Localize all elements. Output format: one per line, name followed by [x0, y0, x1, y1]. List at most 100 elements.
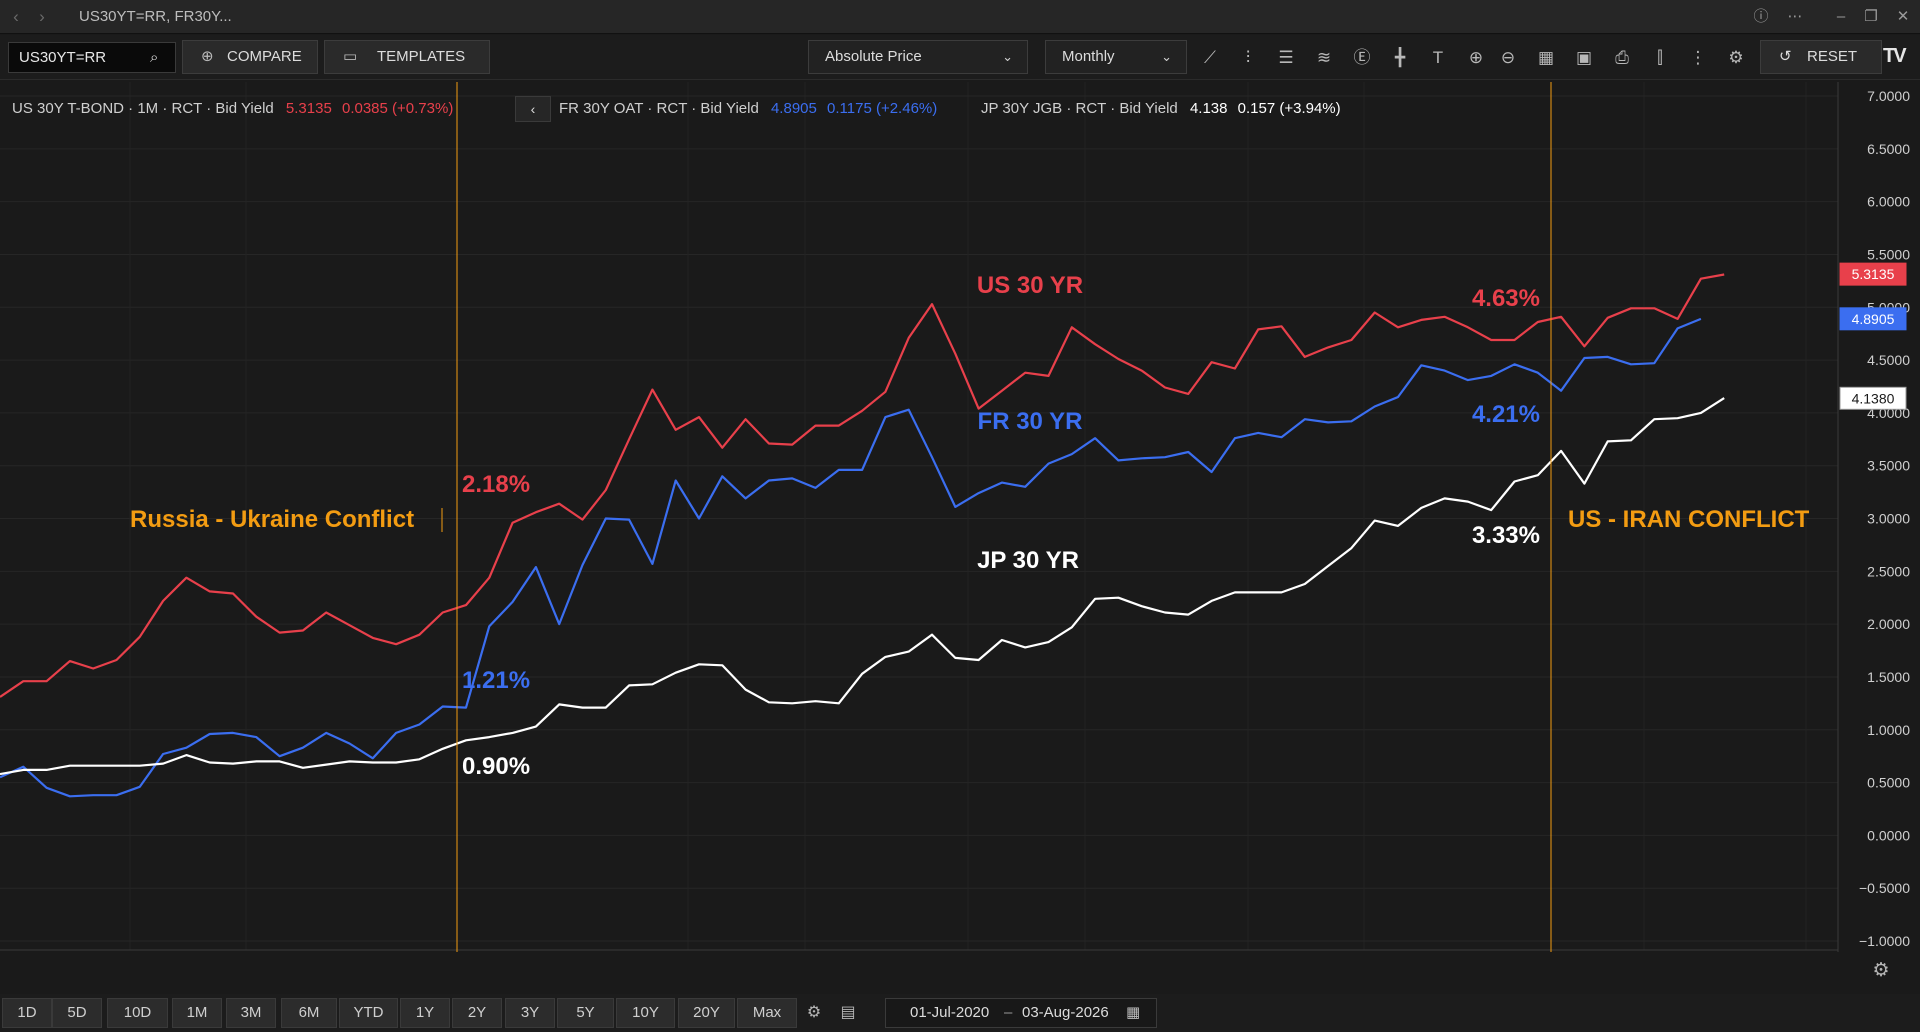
chevron-left-icon: ‹	[530, 101, 536, 117]
y-tick-label: 3.0000	[1867, 511, 1910, 527]
y-tick-label: 6.5000	[1867, 141, 1910, 157]
maximize-icon[interactable]: ❐	[1864, 8, 1878, 25]
y-tick-label: 3.5000	[1867, 458, 1910, 474]
range-button-1m[interactable]: 1M	[172, 998, 222, 1028]
us-yield-line	[0, 273, 1725, 698]
jp-2022-yield-label: 0.90%	[462, 753, 530, 780]
jp-price-tag-label: 4.1380	[1852, 390, 1895, 406]
date-from[interactable]: 01-Jul-2020	[910, 1004, 990, 1021]
jp-2026-yield-label: 3.33%	[1472, 522, 1540, 549]
range-button-3y[interactable]: 3Y	[505, 998, 555, 1028]
legend-fr[interactable]: FR 30Y OAT · RCT · Bid Yield 4.8905 0.11…	[559, 100, 938, 117]
more-menu-icon[interactable]: ⋯	[1787, 8, 1803, 25]
folder-icon: ▭	[343, 48, 358, 65]
layers-icon[interactable]: ☰	[1278, 48, 1294, 67]
minimize-icon[interactable]: –	[1836, 8, 1846, 25]
compare-button[interactable]: ⊕ COMPARE	[182, 40, 318, 74]
range-settings-gear-icon[interactable]: ⚙	[806, 1004, 822, 1021]
text-tool-icon[interactable]: T	[1432, 48, 1444, 67]
y-tick-label: −1.0000	[1859, 933, 1910, 949]
range-button-1d[interactable]: 1D	[2, 998, 52, 1028]
range-button-ytd[interactable]: YTD	[339, 998, 398, 1028]
more-vertical-icon[interactable]: ⋮	[1689, 48, 1707, 67]
print-icon[interactable]: ⎙	[1615, 48, 1629, 67]
back-arrow-icon[interactable]: ‹	[13, 7, 19, 26]
jp-series-label: JP 30 YR	[977, 547, 1079, 574]
chevron-down-icon: ⌄	[1002, 49, 1013, 64]
forward-arrow-icon[interactable]: ›	[39, 7, 45, 26]
toolbar: US30YT=RR ⌕ ⊕ COMPARE ▭ TEMPLATES Absolu…	[0, 35, 1920, 80]
interval-dropdown[interactable]: Monthly ⌄	[1045, 40, 1187, 74]
fr-yield-line	[0, 317, 1702, 798]
bar-chart-icon[interactable]: ⫶	[1245, 48, 1251, 67]
y-tick-label: 1.5000	[1867, 669, 1910, 685]
fr-2026-yield-label: 4.21%	[1472, 401, 1540, 428]
legend-collapse-button[interactable]: ‹	[515, 96, 551, 122]
tradingview-logo: TV	[1883, 45, 1907, 67]
range-button-2y[interactable]: 2Y	[452, 998, 502, 1028]
window-title: US30YT=RR, FR30Y...	[79, 8, 232, 25]
us-2022-yield-label: 2.18%	[462, 471, 530, 498]
y-tick-label: 7.0000	[1867, 88, 1910, 104]
plus-circle-icon: ⊕	[201, 48, 214, 65]
range-button-6m[interactable]: 6M	[281, 998, 337, 1028]
date-range-picker[interactable]: 01-Jul-2020 – 03-Aug-2026 ▦	[885, 998, 1157, 1028]
price-chart[interactable]: 7.00006.50006.00005.50005.00004.50004.00…	[0, 80, 1920, 952]
range-button-5y[interactable]: 5Y	[557, 998, 614, 1028]
legend-jp[interactable]: JP 30Y JGB · RCT · Bid Yield 4.138 0.157…	[981, 100, 1341, 117]
y-tick-label: 6.0000	[1867, 194, 1910, 210]
zoom-in-icon[interactable]: ⊕	[1468, 48, 1484, 67]
settings-gear-icon[interactable]: ⚙	[1728, 48, 1744, 67]
y-tick-label: 2.5000	[1867, 563, 1910, 579]
events-icon[interactable]: Ⓔ	[1353, 48, 1371, 67]
search-icon[interactable]: ⌕	[150, 49, 159, 66]
range-button-max[interactable]: Max	[737, 998, 797, 1028]
fr-price-tag-box	[1839, 307, 1907, 331]
zoom-out-icon[interactable]: ⊖	[1500, 48, 1516, 67]
range-button-1y[interactable]: 1Y	[400, 998, 450, 1028]
crosshair-icon[interactable]: ╋	[1394, 48, 1406, 67]
image-icon[interactable]: ▣	[1575, 48, 1593, 67]
y-tick-label: 4.5000	[1867, 352, 1910, 368]
us-series-label: US 30 YR	[977, 272, 1083, 299]
calendar-icon[interactable]: ▦	[1126, 1004, 1141, 1021]
range-button-20y[interactable]: 20Y	[678, 998, 735, 1028]
fr-price-tag-label: 4.8905	[1852, 311, 1895, 327]
line-chart-icon[interactable]: ⟋	[1204, 48, 1216, 67]
range-button-3m[interactable]: 3M	[226, 998, 276, 1028]
range-button-5d[interactable]: 5D	[52, 998, 102, 1028]
close-icon[interactable]: ✕	[1896, 8, 1910, 25]
y-tick-label: 0.0000	[1867, 827, 1910, 843]
legend-us[interactable]: US 30Y T-BOND · 1M · RCT · Bid Yield 5.3…	[12, 100, 454, 117]
data-table-icon[interactable]: ▤	[840, 1004, 856, 1021]
help-icon[interactable]: ⓘ	[1753, 8, 1769, 25]
reset-icon: ↺	[1779, 48, 1792, 65]
axis-settings-gear-icon[interactable]: ⚙	[1872, 960, 1890, 981]
us-2026-yield-label: 4.63%	[1472, 285, 1540, 312]
y-tick-label: −0.5000	[1859, 880, 1910, 896]
chevron-down-icon: ⌄	[1161, 49, 1172, 64]
y-tick-label: 5.5000	[1867, 246, 1910, 262]
range-button-10y[interactable]: 10Y	[616, 998, 675, 1028]
wave-icon[interactable]: ≋	[1316, 48, 1332, 67]
us-iran-annotation: US - IRAN CONFLICT	[1568, 506, 1810, 533]
instrument-search-input[interactable]: US30YT=RR	[8, 42, 176, 73]
jp-price-tag-box	[1839, 386, 1907, 410]
price-mode-dropdown[interactable]: Absolute Price ⌄	[808, 40, 1028, 74]
title-bar: ‹ › US30YT=RR, FR30Y... ⓘ ⋯ – ❐ ✕	[0, 0, 1920, 34]
date-to[interactable]: 03-Aug-2026	[1022, 1004, 1109, 1021]
us-price-tag-label: 5.3135	[1852, 266, 1895, 282]
fr-2022-yield-label: 1.21%	[462, 667, 530, 694]
y-tick-label: 0.5000	[1867, 775, 1910, 791]
date-separator: –	[1004, 1004, 1013, 1021]
templates-button[interactable]: ▭ TEMPLATES	[324, 40, 490, 74]
range-button-10d[interactable]: 10D	[107, 998, 168, 1028]
y-tick-label: 1.0000	[1867, 722, 1910, 738]
reset-button[interactable]: ↺ RESET	[1760, 40, 1882, 74]
export-chart-icon[interactable]: ⫿	[1657, 48, 1663, 67]
table-icon[interactable]: ▦	[1537, 48, 1555, 67]
y-tick-label: 2.0000	[1867, 616, 1910, 632]
fr-series-label: FR 30 YR	[978, 408, 1083, 435]
bottom-bar: 1D 5D 10D 1M 3M 6M YTD 1Y 2Y 3Y 5Y 10Y 20Y Max ⚙ ▤ 01…	[0, 994, 1920, 1032]
us-price-tag-box	[1839, 262, 1907, 286]
